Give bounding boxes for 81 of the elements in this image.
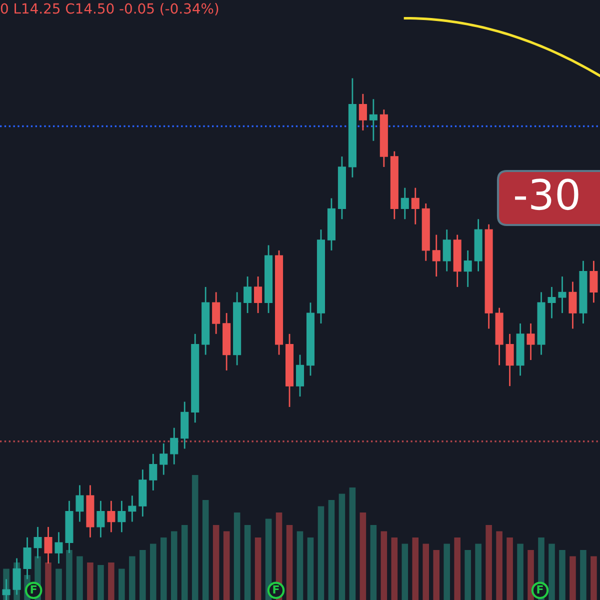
candlestick: [244, 276, 252, 314]
bar: [391, 538, 398, 600]
bar: [170, 531, 178, 600]
candlestick: [160, 442, 168, 476]
bar: [496, 531, 502, 600]
candlestick: [107, 500, 116, 533]
candlestick: [128, 494, 136, 522]
bar: [181, 525, 188, 600]
candlestick: [590, 260, 598, 304]
bar: [87, 562, 94, 600]
annotation: F: [273, 585, 279, 594]
annotation: -30: [515, 178, 578, 210]
bar: [570, 556, 576, 600]
bar: [402, 544, 408, 600]
candlestick: [358, 93, 367, 132]
text: 0 L14.25 C14.50 -0.05 (-0.34%): [0, 3, 218, 16]
bar: [506, 538, 513, 600]
bar: [192, 475, 198, 600]
bar: [464, 550, 471, 600]
bar: [444, 544, 450, 600]
bar: [118, 568, 125, 600]
bar: [244, 525, 251, 600]
bar: [66, 550, 72, 600]
bar: [223, 531, 230, 600]
bar: [590, 556, 597, 600]
candlestick: [568, 281, 577, 330]
candlestick: [212, 291, 220, 335]
bar: [328, 500, 335, 600]
candlestick: [76, 484, 84, 522]
bar: [559, 550, 566, 600]
bar: [286, 525, 293, 600]
bar: [580, 550, 586, 600]
bar: [212, 525, 220, 600]
bar: [380, 531, 388, 600]
annotation: F: [30, 585, 36, 594]
bar: [412, 538, 419, 600]
bar: [454, 538, 460, 600]
candlestick: [254, 276, 262, 314]
bar: [422, 544, 430, 600]
bar: [349, 488, 356, 600]
candlestick: [54, 531, 63, 564]
bar: [307, 538, 314, 600]
bar: [140, 550, 146, 600]
candlestick: [170, 427, 178, 466]
bar: [338, 494, 346, 600]
candlestick: [149, 453, 158, 492]
bar: [433, 550, 440, 600]
bar: [370, 525, 377, 600]
candlestick: [506, 333, 514, 387]
bar: [475, 544, 482, 600]
candlestick: [548, 286, 556, 319]
bar: [129, 556, 136, 600]
bar: [318, 506, 324, 600]
candlestick: [432, 234, 440, 278]
bar: [234, 512, 240, 600]
candlestick: [558, 276, 566, 314]
bar: [76, 556, 83, 600]
bar: [56, 568, 62, 600]
candlestick: [400, 187, 409, 220]
bar: [45, 562, 52, 600]
bar: [548, 544, 555, 600]
bar: [486, 525, 492, 600]
candlestick: [118, 500, 126, 533]
candlestick: [526, 322, 535, 361]
bar: [296, 531, 304, 600]
candlestick: [464, 250, 472, 288]
candlestick: [442, 228, 451, 272]
bar: [528, 550, 534, 600]
bar: [98, 565, 104, 600]
annotation: F: [537, 585, 543, 594]
bar: [202, 500, 209, 600]
candlestick: [296, 354, 304, 398]
bar: [517, 544, 524, 600]
bar: [150, 544, 156, 600]
candlestick: [369, 98, 378, 142]
candlestick: [96, 500, 105, 538]
bar: [108, 562, 114, 600]
bar: [160, 538, 167, 600]
bar: [360, 512, 366, 600]
candlestick: [411, 187, 420, 226]
bar: [254, 538, 262, 600]
